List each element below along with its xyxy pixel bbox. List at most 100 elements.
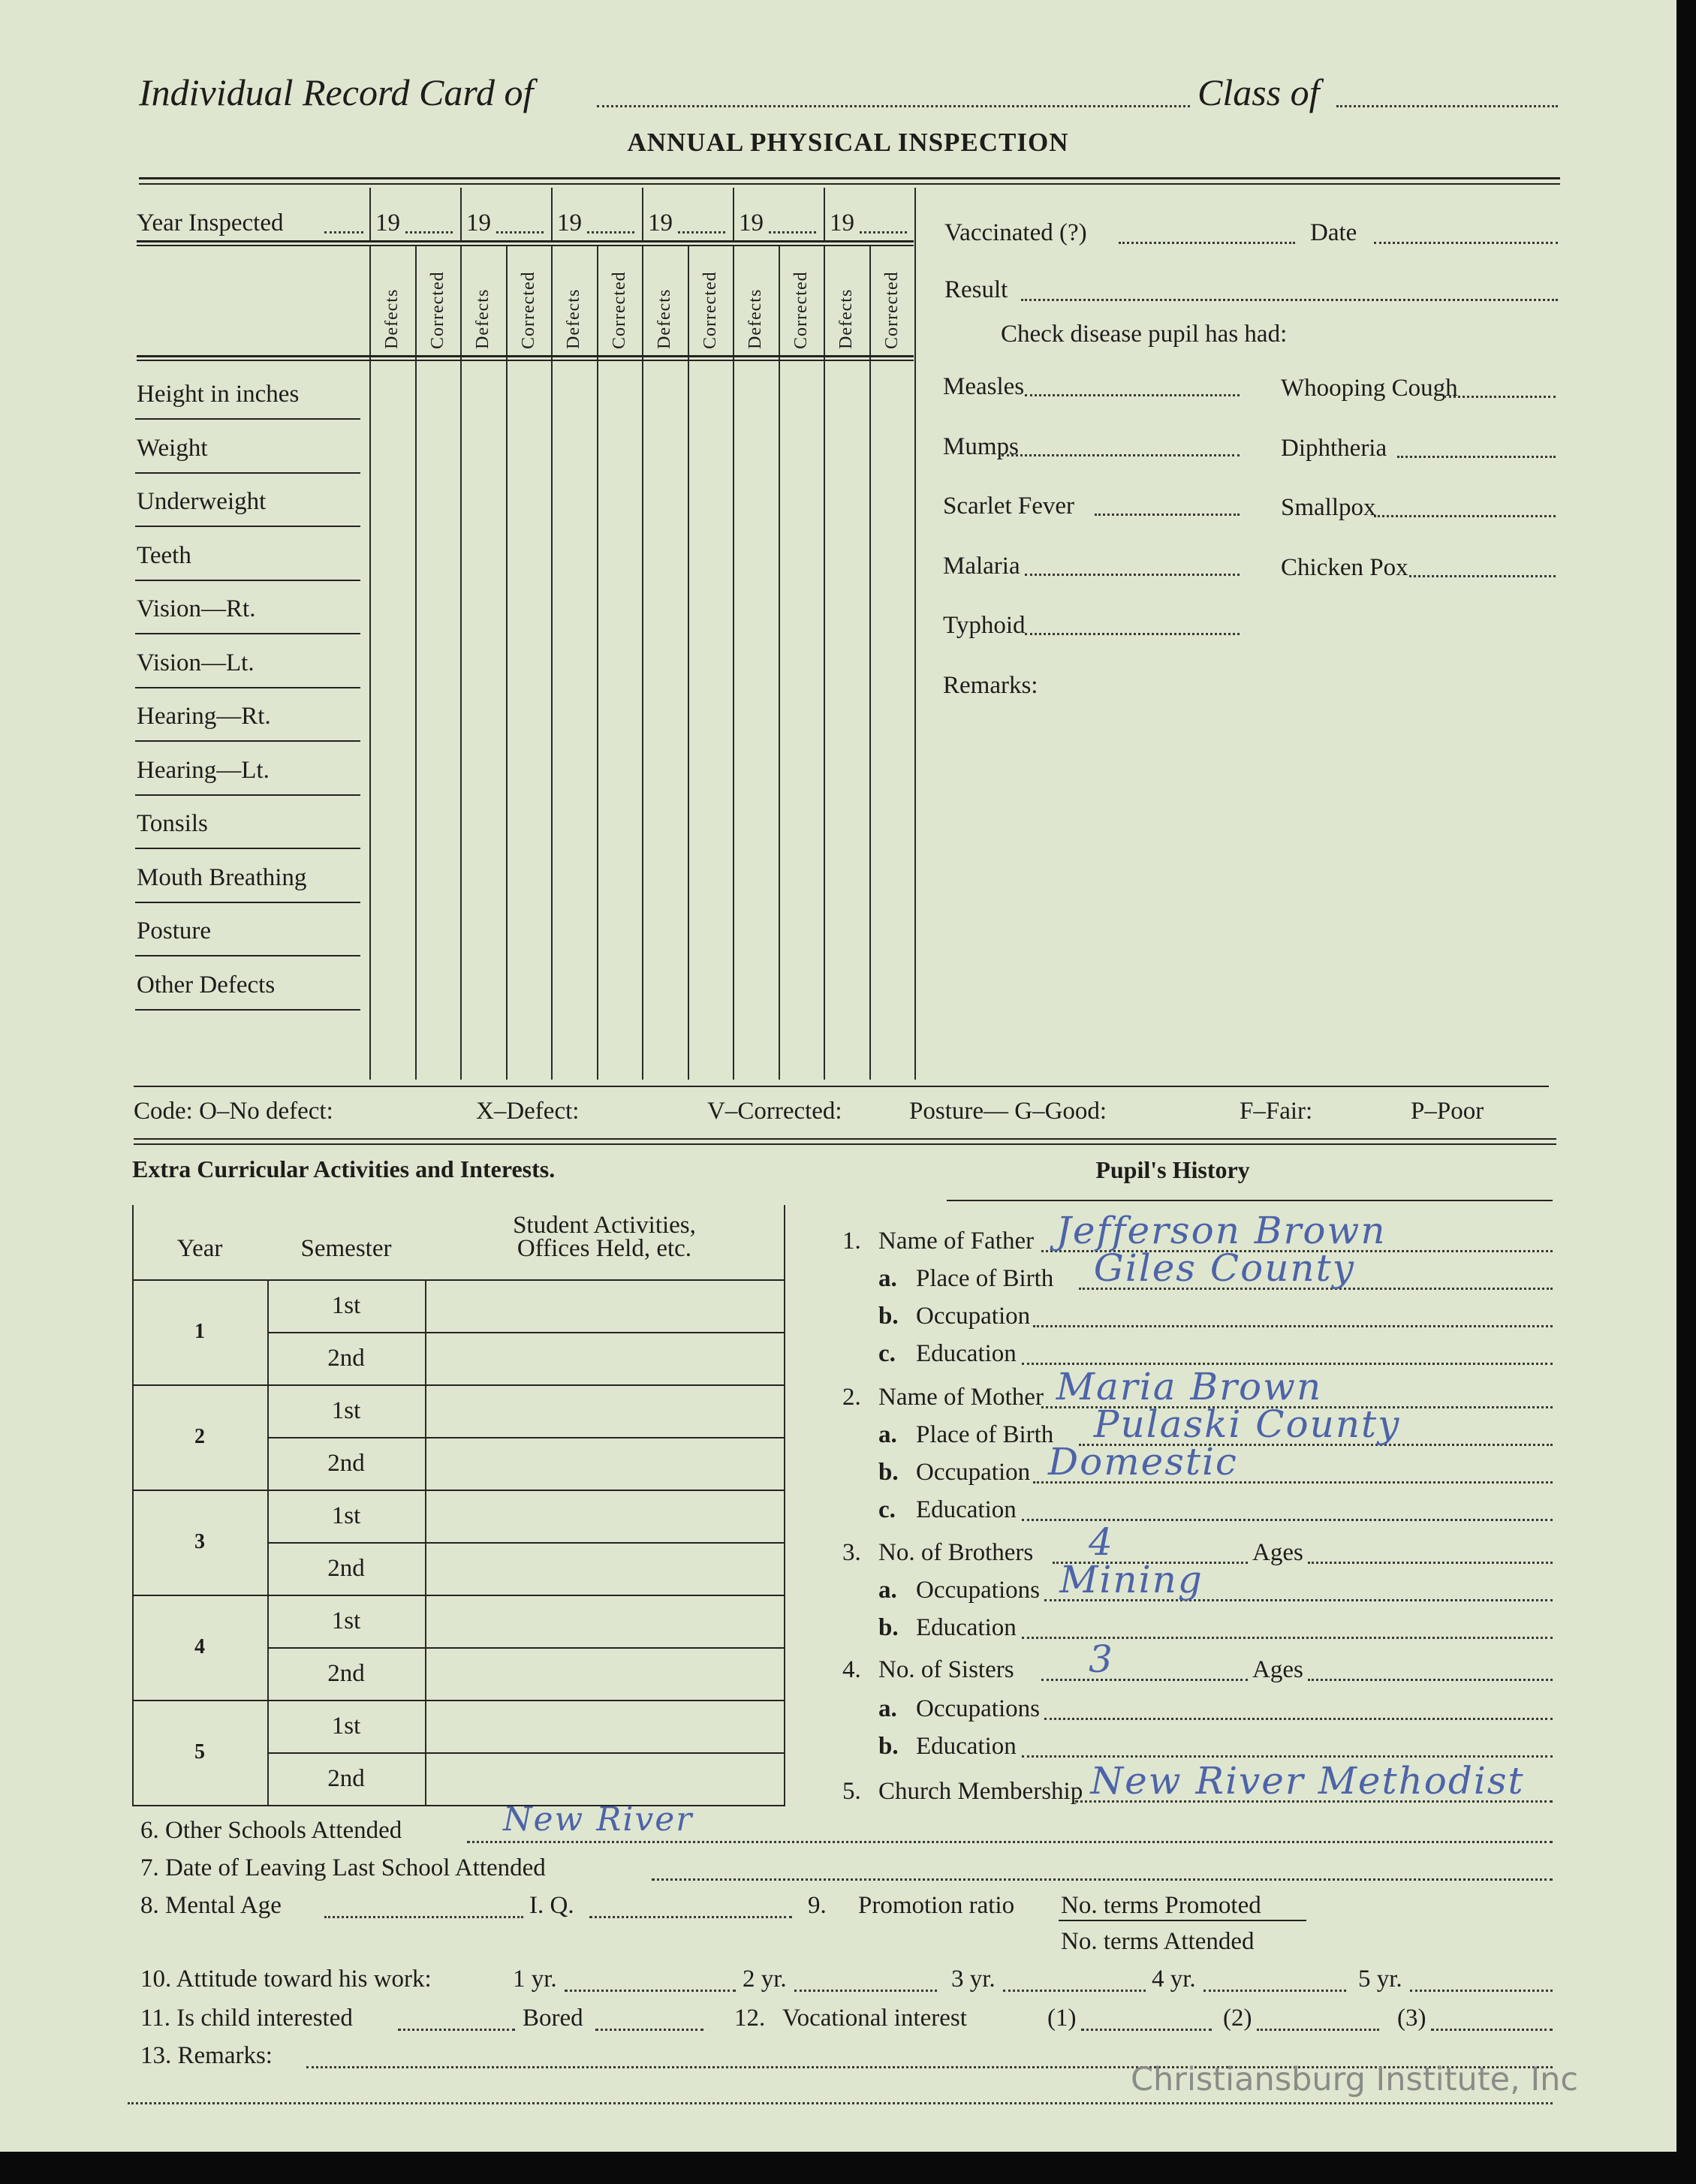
physical-cell[interactable]: [780, 476, 823, 527]
physical-cell[interactable]: [553, 798, 595, 849]
disease-check-field[interactable]: [1024, 573, 1240, 576]
physical-cell[interactable]: [462, 369, 505, 420]
physical-cell[interactable]: [871, 905, 914, 956]
physical-cell[interactable]: [825, 423, 868, 474]
physical-cell[interactable]: [825, 530, 868, 581]
physical-cell[interactable]: [553, 476, 595, 527]
attitude-yr2-field[interactable]: [794, 1990, 937, 1992]
physical-cell[interactable]: [689, 798, 732, 849]
history-field[interactable]: [1021, 1755, 1553, 1758]
physical-cell[interactable]: [825, 476, 868, 527]
attitude-yr1-field[interactable]: [565, 1990, 736, 1992]
physical-cell[interactable]: [508, 476, 550, 527]
physical-cell[interactable]: [734, 530, 777, 581]
vocational-1-field[interactable]: [1081, 2029, 1212, 2031]
activity-cell[interactable]: [428, 1387, 781, 1434]
physical-cell[interactable]: [643, 583, 686, 634]
physical-cell[interactable]: [643, 905, 686, 956]
physical-cell[interactable]: [825, 369, 868, 420]
physical-cell[interactable]: [825, 745, 868, 796]
physical-cell[interactable]: [371, 905, 414, 956]
physical-cell[interactable]: [734, 691, 777, 742]
physical-cell[interactable]: [371, 476, 414, 527]
physical-cell[interactable]: [508, 369, 550, 420]
iq-field[interactable]: [589, 1916, 792, 1918]
physical-cell[interactable]: [508, 637, 550, 688]
physical-cell[interactable]: [734, 798, 777, 849]
physical-cell[interactable]: [417, 905, 459, 956]
physical-cell[interactable]: [553, 852, 595, 903]
activity-cell[interactable]: [428, 1335, 781, 1381]
history-field[interactable]: [1041, 1406, 1553, 1408]
physical-cell[interactable]: [825, 798, 868, 849]
attitude-yr4-field[interactable]: [1203, 1990, 1346, 1992]
vocational-2-field[interactable]: [1257, 2029, 1379, 2031]
physical-cell[interactable]: [734, 583, 777, 634]
physical-cell[interactable]: [871, 637, 914, 688]
other-schools-field[interactable]: [467, 1841, 1553, 1843]
disease-check-field[interactable]: [1024, 633, 1240, 635]
physical-cell[interactable]: [508, 583, 550, 634]
date-leaving-field[interactable]: [652, 1878, 1553, 1881]
physical-cell[interactable]: [417, 798, 459, 849]
physical-cell[interactable]: [871, 369, 914, 420]
physical-cell[interactable]: [871, 583, 914, 634]
disease-check-field[interactable]: [1408, 574, 1556, 577]
physical-cell[interactable]: [825, 637, 868, 688]
physical-cell[interactable]: [825, 852, 868, 903]
physical-cell[interactable]: [553, 637, 595, 688]
history-field[interactable]: [1044, 1718, 1553, 1720]
physical-cell[interactable]: [780, 905, 823, 956]
physical-cell[interactable]: [462, 637, 505, 688]
physical-cell[interactable]: [689, 745, 732, 796]
activity-cell[interactable]: [428, 1703, 781, 1749]
history-field[interactable]: [1041, 1679, 1248, 1681]
bored-field[interactable]: [595, 2029, 703, 2031]
physical-cell[interactable]: [734, 476, 777, 527]
physical-cell[interactable]: [689, 369, 732, 420]
physical-cell[interactable]: [371, 852, 414, 903]
remarks-field-line-2[interactable]: [128, 2102, 1553, 2104]
physical-cell[interactable]: [553, 583, 595, 634]
physical-cell[interactable]: [598, 476, 641, 527]
physical-cell[interactable]: [371, 637, 414, 688]
physical-cell[interactable]: [553, 691, 595, 742]
ages-field[interactable]: [1308, 1679, 1553, 1681]
physical-cell[interactable]: [825, 959, 868, 1011]
date-field[interactable]: [1374, 242, 1558, 244]
year-field[interactable]: [496, 231, 544, 233]
year-field[interactable]: [587, 231, 634, 233]
physical-cell[interactable]: [734, 959, 777, 1011]
physical-cell[interactable]: [780, 423, 823, 474]
physical-cell[interactable]: [598, 691, 641, 742]
disease-check-field[interactable]: [1374, 515, 1556, 517]
physical-cell[interactable]: [598, 583, 641, 634]
disease-check-field[interactable]: [1444, 396, 1556, 398]
activity-cell[interactable]: [428, 1282, 781, 1329]
year-field[interactable]: [678, 231, 725, 233]
physical-cell[interactable]: [508, 745, 550, 796]
physical-cell[interactable]: [780, 959, 823, 1011]
physical-cell[interactable]: [462, 959, 505, 1011]
physical-cell[interactable]: [417, 959, 459, 1011]
physical-cell[interactable]: [508, 959, 550, 1011]
physical-cell[interactable]: [598, 905, 641, 956]
history-field[interactable]: [1021, 1637, 1553, 1639]
physical-cell[interactable]: [553, 369, 595, 420]
history-field[interactable]: [1078, 1444, 1553, 1446]
physical-cell[interactable]: [462, 476, 505, 527]
physical-cell[interactable]: [462, 583, 505, 634]
physical-cell[interactable]: [598, 798, 641, 849]
physical-cell[interactable]: [417, 637, 459, 688]
physical-cell[interactable]: [462, 798, 505, 849]
physical-cell[interactable]: [643, 369, 686, 420]
physical-cell[interactable]: [871, 691, 914, 742]
physical-cell[interactable]: [598, 745, 641, 796]
physical-cell[interactable]: [689, 637, 732, 688]
physical-cell[interactable]: [780, 852, 823, 903]
physical-cell[interactable]: [689, 476, 732, 527]
physical-cell[interactable]: [371, 583, 414, 634]
disease-check-field[interactable]: [1094, 514, 1240, 516]
physical-cell[interactable]: [553, 530, 595, 581]
physical-cell[interactable]: [780, 798, 823, 849]
